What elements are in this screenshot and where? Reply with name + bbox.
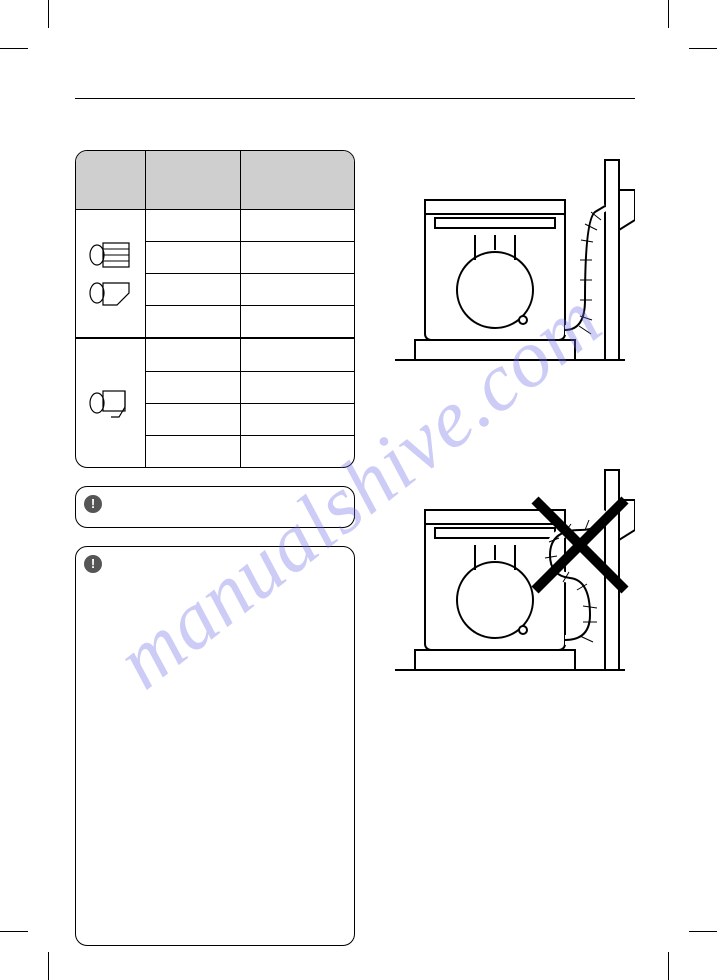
table-cell: [241, 435, 354, 467]
crop-mark: [48, 0, 49, 28]
vent-hood-flap-icon: [89, 385, 133, 421]
table-header-row: [76, 151, 354, 209]
vent-hood-angled-icon: [89, 277, 133, 309]
incorrect-vent-illustration: [385, 460, 645, 690]
exclaim-icon: !: [84, 495, 102, 513]
crop-mark: [668, 0, 669, 28]
table-cell: [241, 305, 354, 337]
table-cell: [146, 403, 241, 435]
header-rule: [75, 98, 635, 99]
right-column: [385, 150, 645, 746]
table-cell: [146, 273, 241, 305]
crop-mark: [689, 48, 717, 49]
table-cell: [241, 371, 354, 403]
table-cell: [146, 339, 241, 371]
table-cell: [146, 305, 241, 337]
table-cell: [241, 339, 354, 371]
table-icon-cell: [76, 339, 146, 467]
vent-length-table: [75, 150, 355, 468]
table-cell: [146, 371, 241, 403]
table-row: [76, 209, 354, 337]
table-cell: [241, 241, 354, 273]
table-cell: [146, 435, 241, 467]
table-header-cell: [146, 151, 241, 209]
caution-callout: !: [75, 546, 355, 946]
vent-louver-icon: [89, 239, 133, 271]
exclaim-icon: !: [84, 555, 102, 573]
caution-callout: !: [75, 486, 355, 528]
correct-vent-illustration: [385, 150, 645, 380]
crop-mark: [668, 952, 669, 980]
crop-mark: [0, 931, 28, 932]
crop-mark: [48, 952, 49, 980]
left-column: ! !: [75, 150, 355, 946]
table-icon-cell: [76, 209, 146, 337]
table-cell: [241, 403, 354, 435]
table-cell: [146, 209, 241, 241]
table-cell: [241, 273, 354, 305]
table-header-cell: [76, 151, 146, 209]
crop-mark: [0, 48, 28, 49]
table-row: [76, 337, 354, 467]
table-header-cell: [241, 151, 354, 209]
table-cell: [146, 241, 241, 273]
crop-mark: [689, 931, 717, 932]
table-cell: [241, 209, 354, 241]
